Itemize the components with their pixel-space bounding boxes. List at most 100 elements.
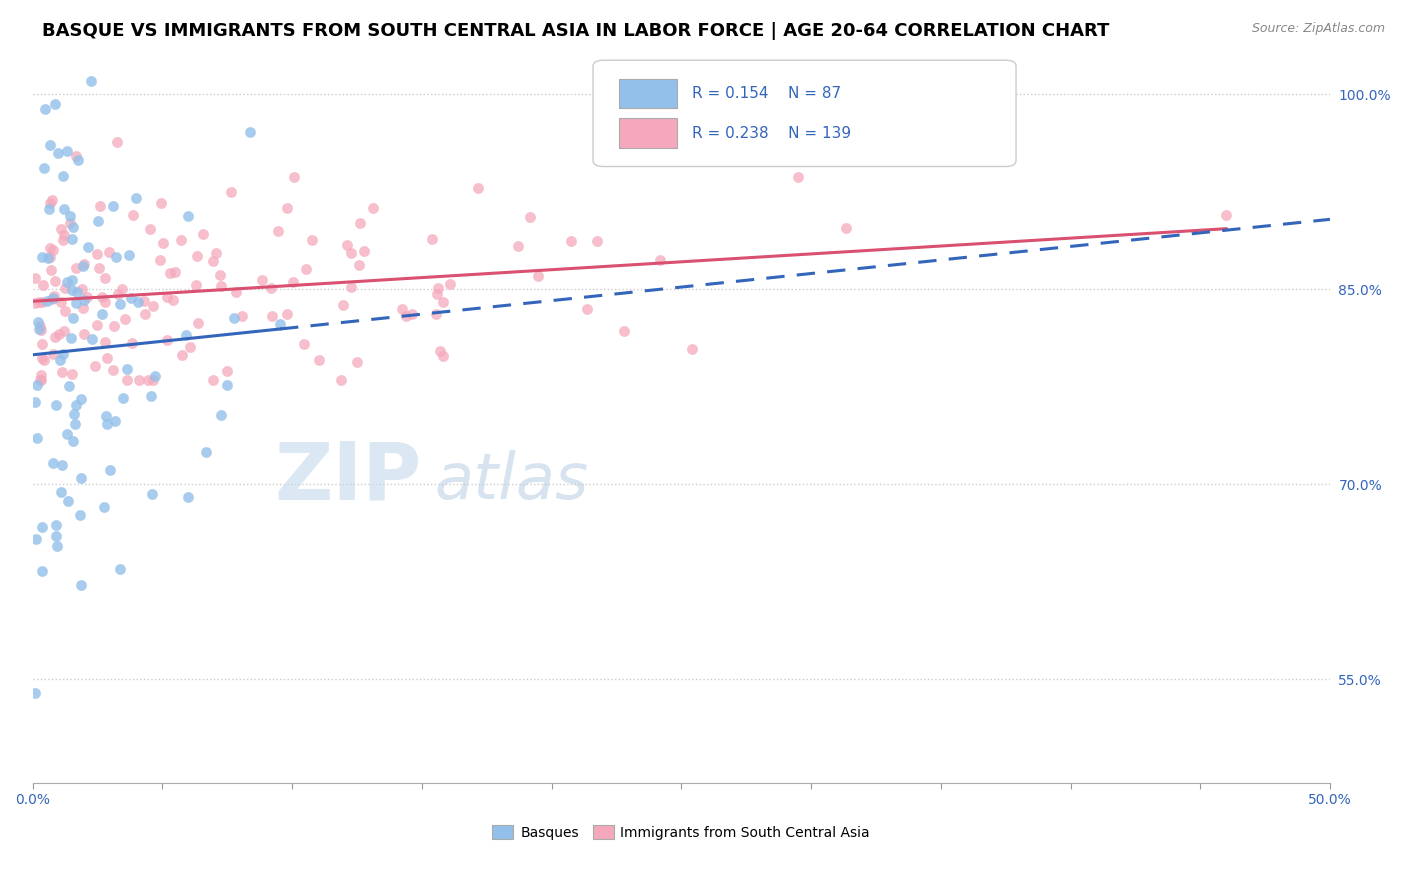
- Point: [177, 490, 200, 504]
- Point: [184, 277, 207, 292]
- Point: [52, 202, 75, 216]
- Point: [114, 311, 136, 326]
- Point: [149, 252, 172, 267]
- Point: [349, 258, 371, 272]
- Point: [93, 500, 115, 514]
- Point: [835, 221, 858, 235]
- Point: [62, 310, 84, 325]
- Point: [432, 294, 454, 309]
- Point: [201, 373, 224, 387]
- Point: [45, 518, 67, 533]
- Point: [30, 368, 52, 382]
- Point: [44, 97, 66, 112]
- Point: [30, 373, 52, 387]
- Point: [58, 378, 80, 392]
- Point: [215, 377, 238, 392]
- Point: [44, 329, 66, 343]
- Point: [28, 322, 51, 336]
- Point: [24, 270, 46, 285]
- Point: [132, 293, 155, 308]
- Point: [28, 373, 51, 387]
- Point: [53, 303, 76, 318]
- Text: R = 0.154    N = 87: R = 0.154 N = 87: [692, 87, 841, 101]
- Point: [159, 266, 181, 280]
- Point: [60, 283, 83, 297]
- Point: [231, 310, 253, 324]
- Point: [66, 153, 89, 167]
- Point: [48, 326, 70, 341]
- Point: [93, 271, 115, 285]
- Point: [332, 298, 354, 312]
- Point: [89, 261, 111, 276]
- Point: [363, 202, 385, 216]
- Point: [225, 285, 247, 300]
- Point: [41, 243, 63, 257]
- Point: [69, 508, 91, 522]
- Point: [91, 307, 114, 321]
- Point: [294, 261, 316, 276]
- Point: [42, 456, 65, 470]
- Point: [69, 578, 91, 592]
- Point: [283, 169, 305, 184]
- Point: [38, 202, 60, 216]
- Point: [586, 235, 609, 249]
- Point: [72, 301, 94, 315]
- Point: [31, 351, 53, 365]
- Point: [44, 274, 66, 288]
- Point: [59, 209, 82, 223]
- Point: [250, 272, 273, 286]
- Point: [55, 281, 77, 295]
- Point: [66, 285, 89, 300]
- Point: [292, 337, 315, 351]
- Point: [30, 323, 52, 337]
- Point: [118, 248, 141, 262]
- Point: [193, 227, 215, 242]
- Point: [89, 198, 111, 212]
- Point: [37, 293, 59, 308]
- Point: [329, 373, 352, 387]
- Point: [39, 241, 62, 255]
- Point: [152, 236, 174, 251]
- Point: [613, 324, 636, 338]
- Point: [60, 273, 83, 287]
- Point: [429, 344, 451, 359]
- Point: [108, 297, 131, 311]
- Point: [142, 299, 165, 313]
- Point: [73, 327, 96, 342]
- Point: [63, 407, 86, 421]
- Point: [187, 316, 209, 330]
- Point: [39, 263, 62, 277]
- Point: [52, 347, 75, 361]
- Point: [27, 378, 49, 392]
- Point: [217, 364, 239, 378]
- Point: [24, 686, 46, 700]
- Point: [31, 295, 53, 310]
- Point: [340, 245, 363, 260]
- Point: [45, 398, 67, 412]
- Point: [60, 331, 83, 345]
- Point: [25, 532, 48, 546]
- Point: [32, 161, 55, 176]
- Point: [136, 373, 159, 387]
- Point: [101, 363, 124, 377]
- Point: [177, 209, 200, 223]
- Point: [346, 355, 368, 369]
- Point: [62, 434, 84, 448]
- Point: [156, 334, 179, 348]
- Point: [143, 369, 166, 384]
- Point: [80, 332, 103, 346]
- Text: Source: ZipAtlas.com: Source: ZipAtlas.com: [1251, 22, 1385, 36]
- Point: [80, 74, 103, 88]
- Point: [209, 279, 232, 293]
- Point: [127, 295, 149, 310]
- Point: [391, 302, 413, 317]
- Point: [111, 282, 134, 296]
- Point: [51, 222, 73, 236]
- Point: [111, 392, 134, 406]
- Point: [65, 260, 87, 275]
- Point: [104, 250, 127, 264]
- Point: [51, 365, 73, 379]
- Point: [105, 135, 128, 149]
- Point: [128, 373, 150, 387]
- Point: [104, 414, 127, 428]
